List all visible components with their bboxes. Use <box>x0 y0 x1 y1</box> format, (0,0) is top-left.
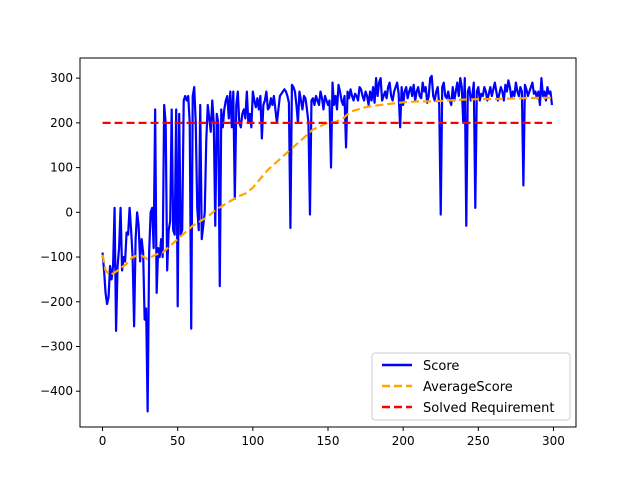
y-tick-label: −400 <box>40 384 73 398</box>
x-tick-label: 250 <box>467 434 490 448</box>
legend-box <box>371 352 571 421</box>
x-tick-label: 0 <box>99 434 107 448</box>
y-tick-label: −200 <box>40 295 73 309</box>
x-tick-label: 300 <box>542 434 565 448</box>
x-tick-label: 100 <box>241 434 264 448</box>
legend-label-solved: Solved Requirement <box>423 401 555 416</box>
series-line-averagescore <box>101 96 552 277</box>
x-axis: 0 50 100 150 200 250 300 <box>99 427 565 448</box>
y-tick-label: 100 <box>50 161 73 175</box>
y-tick-label: −300 <box>40 339 73 353</box>
x-tick-label: 150 <box>317 434 340 448</box>
y-axis: −400 −300 −200 −100 0 100 200 300 <box>40 71 80 398</box>
y-tick-label: 200 <box>50 116 73 130</box>
y-tick-label: −100 <box>40 250 73 264</box>
series-layer <box>101 74 554 413</box>
legend-label-score: Score <box>423 359 459 374</box>
x-tick-label: 200 <box>392 434 415 448</box>
legend-label-average: AverageScore <box>423 380 513 395</box>
legend: Score AverageScore Solved Requirement <box>371 352 571 421</box>
y-tick-label: 0 <box>65 205 73 219</box>
x-tick-label: 50 <box>170 434 185 448</box>
y-tick-label: 300 <box>50 71 73 85</box>
series-line-score <box>101 74 554 413</box>
